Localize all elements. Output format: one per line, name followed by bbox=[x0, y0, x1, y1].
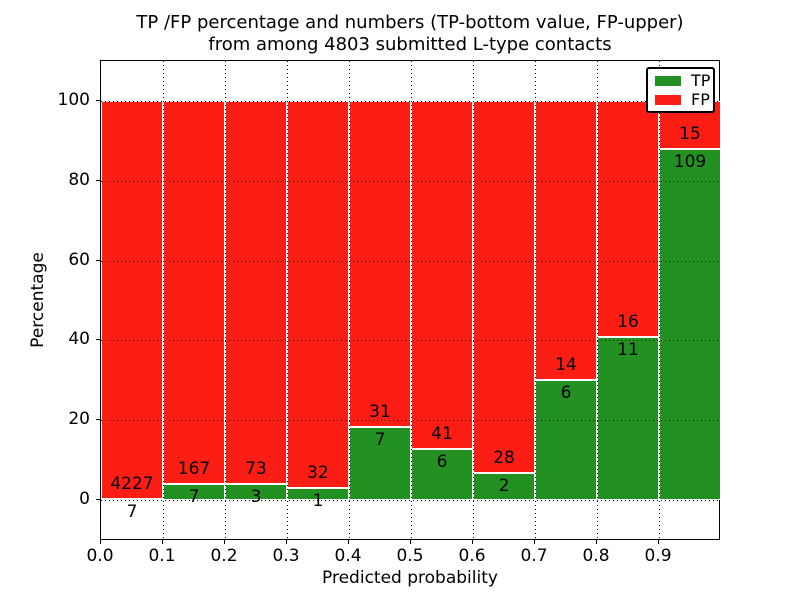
tp-count-label: 11 bbox=[617, 340, 639, 361]
x-tick-label: 0.1 bbox=[148, 546, 176, 566]
fp-count-label: 14 bbox=[555, 355, 577, 376]
x-tick-label: 0.3 bbox=[272, 546, 300, 566]
fp-bar-segment bbox=[349, 101, 411, 427]
legend: TP FP bbox=[646, 67, 715, 113]
fp-bar-segment bbox=[597, 101, 659, 338]
chart-title-line2: from among 4803 submitted L-type contact… bbox=[208, 34, 612, 55]
y-tick-mark bbox=[96, 499, 100, 500]
x-tick-label: 0.2 bbox=[210, 546, 238, 566]
x-tick-label: 0.4 bbox=[334, 546, 362, 566]
y-tick-mark bbox=[96, 100, 100, 101]
x-tick-mark bbox=[534, 540, 535, 544]
fp-bar-segment bbox=[535, 101, 597, 381]
fp-count-label: 41 bbox=[431, 424, 453, 445]
tp-count-label: 6 bbox=[436, 452, 448, 473]
x-tick-label: 0.0 bbox=[86, 546, 114, 566]
fp-bar-segment bbox=[473, 101, 535, 474]
y-tick-label: 0 bbox=[79, 489, 90, 509]
fp-count-label: 15 bbox=[679, 124, 701, 145]
y-tick-label: 40 bbox=[68, 329, 90, 350]
x-tick-mark bbox=[410, 540, 411, 544]
tp-count-label: 1 bbox=[312, 490, 324, 511]
y-tick-label: 60 bbox=[68, 249, 90, 270]
legend-entry-fp: FP bbox=[648, 89, 713, 109]
y-tick-mark bbox=[96, 419, 100, 421]
x-tick-label: 0.7 bbox=[520, 546, 548, 566]
fp-legend-label: FP bbox=[691, 89, 710, 109]
bars-layer bbox=[101, 61, 721, 539]
tp-count-label: 3 bbox=[250, 487, 262, 508]
tp-bar-segment bbox=[473, 473, 535, 500]
x-tick-mark bbox=[162, 540, 163, 544]
y-tick-mark bbox=[96, 179, 100, 181]
tp-count-label: 7 bbox=[126, 502, 138, 522]
annotations-layer: 4227 7 167 7 73 3 32 1 31 7 41 6 28 2 14 6 16 11 15 109 bbox=[101, 61, 719, 539]
x-tick-mark bbox=[224, 540, 225, 544]
fp-count-label: 28 bbox=[493, 448, 515, 469]
fp-count-label: 73 bbox=[245, 459, 267, 480]
tp-count-label: 7 bbox=[188, 486, 200, 507]
y-tick-mark bbox=[96, 259, 100, 261]
tp-count-label: 7 bbox=[374, 429, 386, 450]
x-tick-mark bbox=[472, 540, 473, 544]
x-tick-label: 0.8 bbox=[582, 546, 610, 566]
tp-count-label: 109 bbox=[673, 152, 707, 173]
y-tick-mark bbox=[96, 339, 100, 341]
tp-count-label: 6 bbox=[560, 383, 572, 404]
x-tick-mark bbox=[596, 540, 597, 544]
x-tick-mark bbox=[658, 540, 659, 544]
fp-count-label: 31 bbox=[369, 401, 391, 422]
chart-title-line1: TP /FP percentage and numbers (TP-bottom… bbox=[136, 12, 684, 33]
plot-area: 4227 7 167 7 73 3 32 1 31 7 41 6 28 2 14 6 16 11 15 109 TP … bbox=[100, 60, 721, 540]
y-tick-label: 100 bbox=[57, 90, 90, 110]
fp-count-label: 16 bbox=[617, 312, 639, 333]
y-tick-label: 80 bbox=[68, 169, 90, 190]
fp-bar-segment bbox=[101, 101, 163, 499]
legend-entry-tp: TP bbox=[648, 70, 713, 90]
fp-count-label: 4227 bbox=[110, 474, 154, 494]
tp-bar-segment bbox=[535, 380, 597, 500]
x-tick-label: 0.9 bbox=[644, 546, 672, 566]
x-tick-mark bbox=[348, 540, 349, 544]
fp-legend-swatch bbox=[655, 94, 681, 105]
x-tick-mark bbox=[286, 540, 287, 544]
fp-count-label: 32 bbox=[307, 462, 329, 483]
x-tick-mark bbox=[100, 540, 101, 544]
tp-count-label: 2 bbox=[498, 476, 510, 497]
tp-legend-label: TP bbox=[691, 70, 711, 90]
fp-count-label: 167 bbox=[177, 458, 211, 479]
y-tick-label: 20 bbox=[68, 409, 90, 430]
tp-bar-segment bbox=[659, 149, 721, 500]
x-axis-label: Predicted probability bbox=[322, 568, 498, 588]
x-tick-label: 0.6 bbox=[458, 546, 486, 566]
tp-legend-swatch bbox=[655, 75, 681, 86]
x-tick-label: 0.5 bbox=[396, 546, 424, 566]
